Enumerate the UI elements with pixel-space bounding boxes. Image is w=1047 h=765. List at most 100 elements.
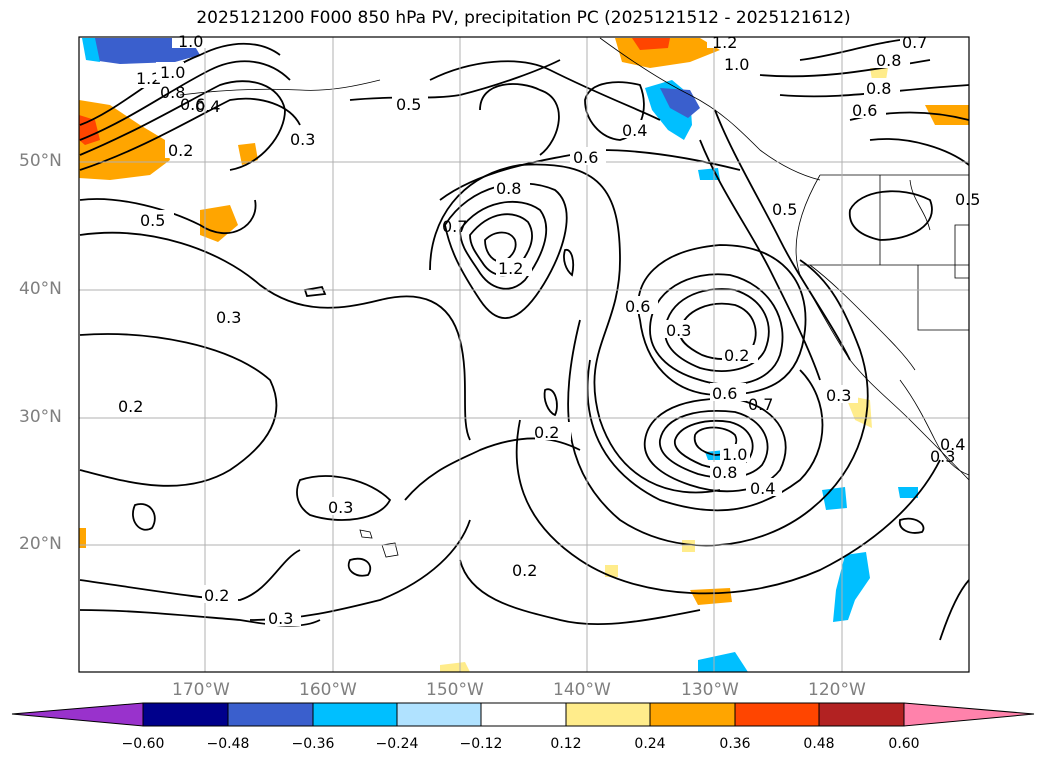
colorbar-tick-label: −0.24 bbox=[375, 736, 419, 752]
pv-contour bbox=[79, 333, 278, 487]
contour-label: 0.2 bbox=[512, 561, 537, 580]
pv-contour bbox=[79, 80, 286, 171]
coastline bbox=[795, 174, 969, 481]
colorbar-tick-label: 0.48 bbox=[803, 736, 835, 752]
coastline bbox=[909, 179, 931, 231]
lon-label: 160°W bbox=[299, 680, 357, 700]
colorbar-bin bbox=[734, 702, 820, 727]
contour-label: 0.7 bbox=[902, 33, 927, 52]
colorbar-tick-label: −0.60 bbox=[121, 736, 165, 752]
lon-label: 130°W bbox=[681, 680, 739, 700]
contour-label: 0.5 bbox=[396, 95, 421, 114]
contour-label: 0.2 bbox=[168, 141, 193, 160]
contour-label: 0.6 bbox=[625, 297, 650, 316]
lat-label: 20°N bbox=[19, 534, 62, 554]
precip-patch bbox=[898, 487, 918, 498]
colorbar-tick-label: −0.36 bbox=[291, 736, 335, 752]
contour-label: 0.5 bbox=[955, 190, 980, 209]
contour-label: 0.4 bbox=[195, 97, 220, 116]
precip-patch bbox=[833, 552, 870, 622]
coastline bbox=[809, 264, 916, 371]
precip-patch bbox=[200, 205, 238, 242]
contour-label: 0.2 bbox=[534, 423, 559, 442]
colorbar-bin bbox=[818, 702, 905, 727]
pv-contour bbox=[349, 59, 561, 101]
pv-contour bbox=[584, 81, 645, 141]
contour-label: 0.8 bbox=[496, 179, 521, 198]
precip-patch bbox=[870, 68, 888, 80]
pv-contour bbox=[637, 244, 807, 396]
colorbar-bin bbox=[312, 702, 398, 727]
pv-contour bbox=[404, 437, 581, 501]
pv-contour bbox=[659, 410, 769, 479]
precip-patch bbox=[682, 540, 695, 552]
contour-label: 0.4 bbox=[750, 479, 775, 498]
coastline bbox=[599, 37, 821, 181]
contour-label: 0.5 bbox=[140, 211, 165, 230]
contour-label: 1.2 bbox=[136, 69, 161, 88]
pv-contour bbox=[429, 60, 661, 121]
precip-patch bbox=[440, 662, 470, 672]
contour-label: 0.8 bbox=[876, 51, 901, 70]
pv-contour bbox=[429, 163, 721, 494]
pv-contour bbox=[563, 249, 575, 277]
colorbar-tick-label: 0.12 bbox=[550, 736, 582, 752]
contour-label: 1.2 bbox=[498, 259, 523, 278]
contour-label: 0.7 bbox=[442, 217, 467, 236]
colorbar-tick-label: −0.12 bbox=[459, 736, 503, 752]
contour-label: 1.0 bbox=[178, 32, 203, 51]
pv-contour bbox=[79, 42, 281, 126]
pv-contour bbox=[543, 388, 558, 417]
colorbar bbox=[11, 702, 1035, 727]
pv-contour bbox=[898, 517, 925, 534]
colorbar-bin bbox=[480, 702, 567, 727]
contour-label: 0.3 bbox=[268, 609, 293, 628]
contour-label: 0.8 bbox=[712, 463, 737, 482]
contour-labels: 1.0 1.2 1.0 0.8 0.6 0.4 0.2 0.5 0.3 0.5 … bbox=[115, 32, 980, 628]
contour-label: 0.2 bbox=[118, 397, 143, 416]
precip-patch bbox=[822, 487, 847, 510]
precip-patch bbox=[79, 528, 86, 548]
coastline bbox=[954, 224, 969, 279]
precip-patch bbox=[85, 38, 200, 64]
pv-contour bbox=[643, 397, 787, 493]
colorbar-tick-label: −0.48 bbox=[206, 736, 250, 752]
contour-label: 0.5 bbox=[772, 200, 797, 219]
colorbar-bin bbox=[142, 702, 229, 727]
contour-label: 0.3 bbox=[328, 498, 353, 517]
coastlines bbox=[179, 37, 969, 558]
contour-label: 0.2 bbox=[204, 586, 229, 605]
contour-label: 0.3 bbox=[290, 130, 315, 149]
pv-contour bbox=[79, 231, 471, 441]
pv-contour bbox=[249, 519, 471, 621]
contour-label: 0.6 bbox=[573, 148, 598, 167]
pv-contour bbox=[567, 259, 869, 547]
colorbar-tick-label: 0.36 bbox=[719, 736, 751, 752]
contour-label: 0.8 bbox=[160, 83, 185, 102]
contour-label: 0.4 bbox=[940, 435, 965, 454]
colorbar-bin bbox=[649, 702, 736, 727]
pv-contour bbox=[459, 559, 701, 625]
pv-contour bbox=[848, 190, 933, 241]
colorbar-bin bbox=[396, 702, 482, 727]
pv-contour bbox=[484, 231, 517, 263]
contour-label: 0.3 bbox=[666, 321, 691, 340]
precip-patch bbox=[698, 168, 720, 180]
precip-patch bbox=[605, 565, 618, 577]
pv-contour bbox=[586, 359, 824, 512]
contour-label: 0.8 bbox=[866, 79, 891, 98]
pv-contour bbox=[939, 579, 969, 641]
map-title: 2025121200 F000 850 hPa PV, precipitatio… bbox=[196, 8, 851, 28]
pv-contour bbox=[699, 139, 821, 381]
pv-contour bbox=[347, 557, 372, 577]
pv-contour bbox=[303, 285, 327, 297]
contour-label: 0.2 bbox=[724, 346, 749, 365]
contour-label: 0.3 bbox=[826, 386, 851, 405]
contour-label: 0.6 bbox=[180, 95, 205, 114]
precip-patch bbox=[82, 38, 100, 62]
precip-patch bbox=[79, 100, 170, 180]
colorbar-bin bbox=[565, 702, 651, 727]
contour-label: 1.0 bbox=[160, 63, 185, 82]
contour-label: 0.6 bbox=[852, 101, 877, 120]
